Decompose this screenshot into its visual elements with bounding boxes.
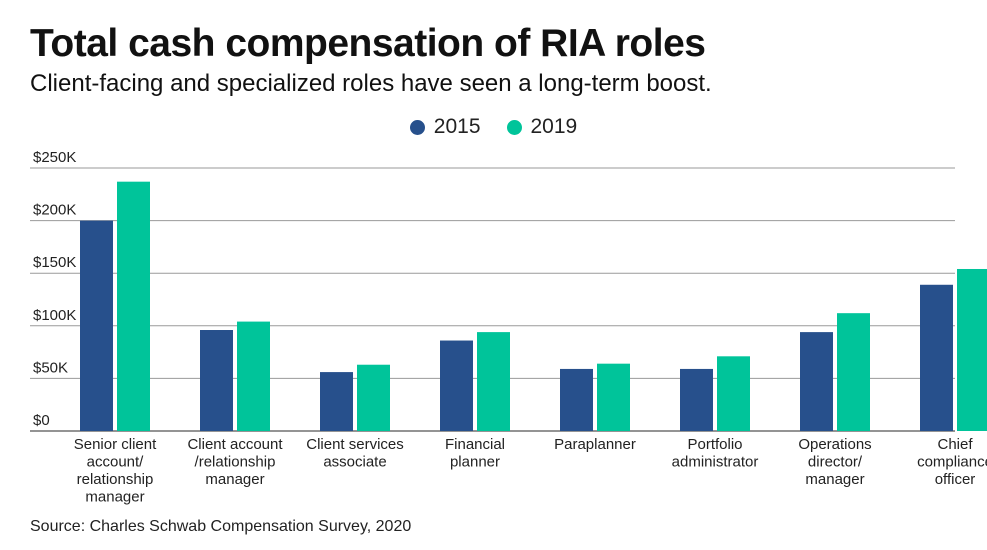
bar-2015-2	[320, 372, 353, 431]
y-tick-label: $150K	[33, 254, 76, 271]
chart-subtitle: Client-facing and specialized roles have…	[30, 70, 712, 97]
category-label: Chief compliance officer	[917, 436, 987, 488]
bar-2015-1	[200, 330, 233, 431]
bar-2015-6	[800, 332, 833, 431]
bar-2015-5	[680, 368, 713, 431]
legend-label-2015: 2015	[433, 115, 481, 138]
bar-2019-7	[957, 268, 987, 431]
bar-2019-5	[717, 356, 750, 431]
source-note: Source: Charles Schwab Compensation Surv…	[30, 518, 412, 535]
chart-title: Total cash compensation of RIA roles	[30, 22, 706, 65]
bar-2019-2	[357, 364, 390, 431]
y-tick-label: $0	[33, 412, 50, 429]
bar-2015-4	[560, 368, 593, 431]
legend-label-2019: 2019	[530, 115, 578, 138]
category-label: Paraplanner	[554, 436, 636, 453]
legend-swatch-2015	[409, 119, 425, 135]
category-label: Client account/relationship manager	[187, 436, 283, 488]
legend-item-2015: 2015	[409, 115, 481, 139]
category-label: Financial planner	[445, 436, 505, 471]
category-label: Operations director/manager	[798, 436, 871, 488]
y-tick-label: $200K	[33, 202, 76, 219]
category-label: Portfolio administrator	[672, 436, 759, 471]
legend: 2015 2019	[0, 115, 987, 139]
bar-2019-0	[117, 181, 150, 431]
legend-item-2019: 2019	[506, 115, 578, 139]
legend-swatch-2019	[506, 119, 522, 135]
bar-2019-6	[837, 313, 870, 431]
bar-2015-3	[440, 340, 473, 431]
y-tick-label: $250K	[33, 149, 76, 166]
y-tick-label: $50K	[33, 359, 68, 376]
bar-2019-4	[597, 363, 630, 431]
y-tick-label: $100K	[33, 307, 76, 324]
category-label: Client services associate	[306, 436, 404, 471]
bar-2015-7	[920, 284, 953, 431]
bar-2019-3	[477, 332, 510, 431]
bar-chart: $0 $50K $100K $150K $200K $250K Senior client a…	[30, 149, 987, 506]
category-label: Senior client account/relationship manager	[74, 436, 157, 506]
bar-2015-0	[80, 220, 113, 431]
bar-2019-1	[237, 321, 270, 431]
